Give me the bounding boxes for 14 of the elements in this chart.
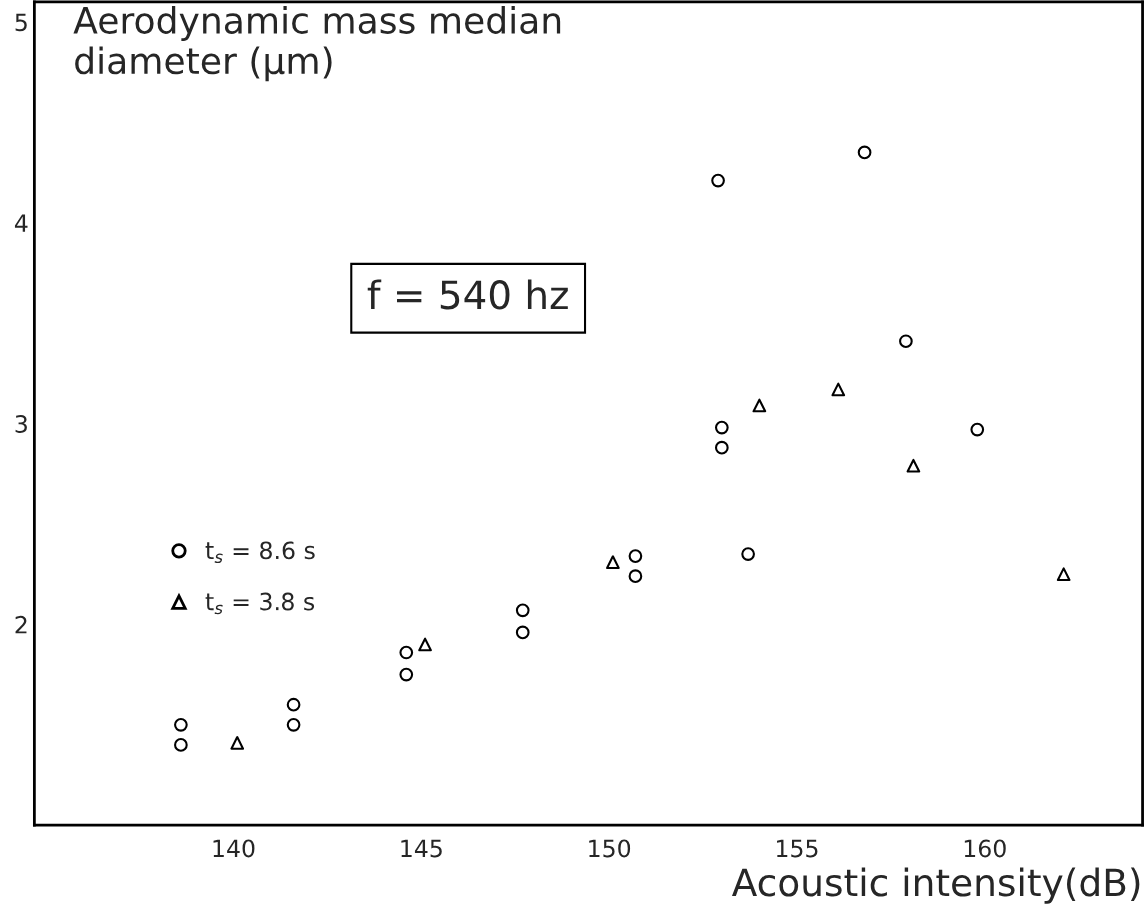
legend-label: t$_{s}$ = 8.6 s — [205, 541, 315, 564]
x-tick-label: 150 — [589, 839, 631, 858]
annotation: f = 540 hz — [367, 279, 568, 310]
legend-label: t$_{s}$ = 3.8 s — [205, 592, 315, 615]
x-tick-label: 140 — [213, 839, 255, 858]
y-tick-label: 4 — [14, 214, 28, 232]
y-axis-title: Aerodynamic mass median diameter (µm) — [73, 5, 561, 82]
y-tick-label: 5 — [15, 13, 27, 32]
x-tick-label: 160 — [964, 839, 1006, 858]
x-axis-title: Acoustic intensity(dB) — [731, 867, 1140, 904]
y-tick-label: 2 — [15, 615, 27, 634]
x-tick-label: 145 — [401, 839, 442, 858]
x-tick-label: 155 — [777, 839, 818, 858]
y-tick-label: 3 — [15, 415, 27, 433]
